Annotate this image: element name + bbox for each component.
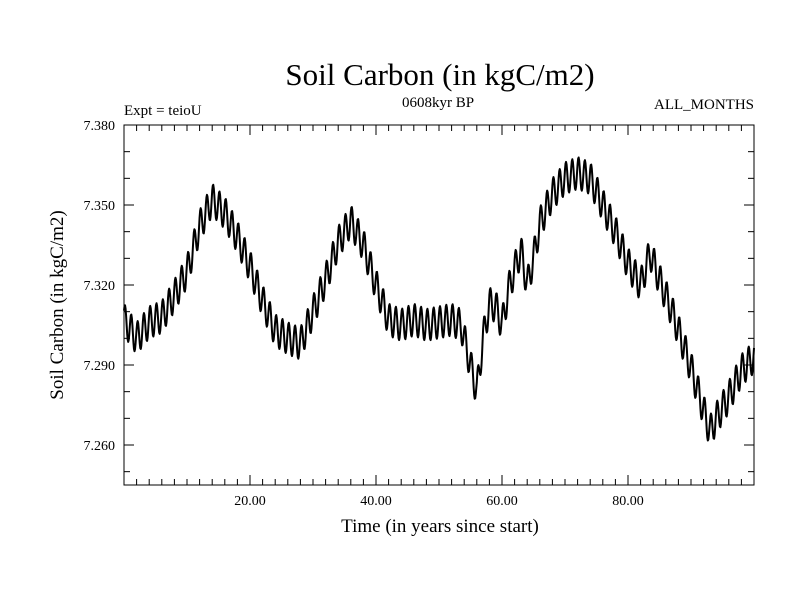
- x-axis-label: Time (in years since start): [341, 516, 539, 537]
- x-tick-label: 40.00: [360, 494, 392, 509]
- x-axis-ticks: 20.00 40.00 60.00 80.00: [136, 125, 742, 509]
- y-tick-label: 7.290: [84, 359, 116, 374]
- y-tick-label: 7.320: [84, 279, 116, 294]
- y-axis-label: Soil Carbon (in kgC/m2): [47, 210, 68, 399]
- plot-frame: [123, 124, 755, 486]
- y-axis-ticks: 7.260 7.290 7.320 7.350 7.380: [84, 119, 754, 473]
- chart-title: Soil Carbon (in kgC/m2): [285, 57, 594, 92]
- x-tick-label: 60.00: [486, 494, 518, 509]
- x-tick-label: 80.00: [612, 494, 644, 509]
- soil-carbon-series-line: [123, 156, 755, 442]
- y-tick-label: 7.260: [84, 439, 116, 454]
- y-tick-label: 7.380: [84, 119, 116, 134]
- months-label: ALL_MONTHS: [654, 97, 754, 113]
- x-tick-label: 20.00: [234, 494, 266, 509]
- y-tick-label: 7.350: [84, 199, 116, 214]
- experiment-label: Expt = teioU: [124, 103, 202, 119]
- period-label: 0608kyr BP: [402, 95, 474, 111]
